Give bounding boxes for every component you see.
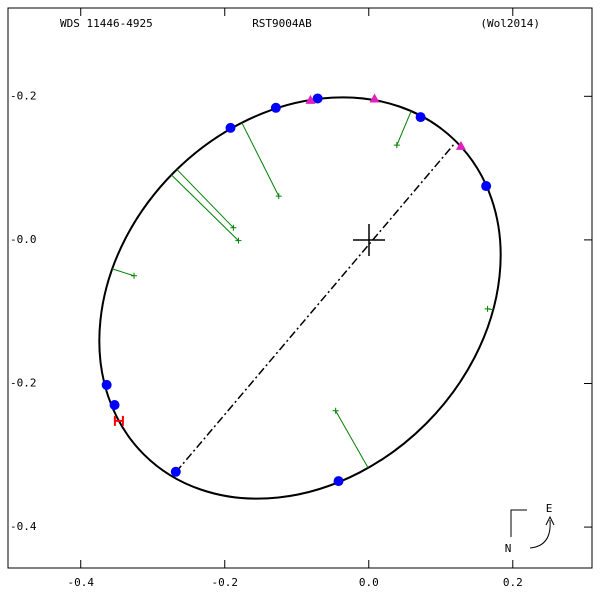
- line-of-nodes: [175, 142, 456, 473]
- observation: [170, 466, 181, 477]
- observation: [393, 142, 400, 149]
- y-tick-label: -0.0: [10, 233, 37, 246]
- observation: [225, 122, 236, 133]
- compass-axes: [510, 509, 527, 537]
- observation: [131, 272, 138, 279]
- compass-arrow: [529, 519, 551, 549]
- orbit: [98, 96, 502, 500]
- header-right: (Wol2014): [480, 17, 540, 30]
- residual-line: [112, 268, 135, 277]
- compass-north: N: [505, 542, 512, 555]
- observation: [275, 193, 282, 200]
- compass-arrowhead: [545, 515, 555, 526]
- observation: [113, 415, 124, 426]
- observation: [415, 112, 426, 123]
- observation: [109, 400, 120, 411]
- frame: [7, 7, 593, 569]
- observation: [369, 93, 380, 103]
- header-center: RST9004AB: [252, 17, 312, 30]
- residual-line: [335, 410, 369, 469]
- x-tick-label: -0.4: [67, 576, 94, 589]
- y-tick-label: -0.2: [10, 376, 37, 389]
- observation: [484, 305, 491, 312]
- residual-line: [171, 174, 239, 241]
- y-tick-label: -0.4: [10, 520, 37, 533]
- x-tick-label: 0.2: [503, 576, 523, 589]
- header-left: WDS 11446-4925: [60, 17, 153, 30]
- observation: [455, 140, 466, 150]
- residual-line: [396, 110, 412, 146]
- observation: [270, 102, 281, 113]
- observation: [333, 476, 344, 487]
- observation: [230, 224, 237, 231]
- residual-line: [241, 122, 280, 197]
- observation: [235, 237, 242, 244]
- observation: [101, 379, 112, 390]
- observation: [332, 407, 339, 414]
- x-tick-label: -0.2: [211, 576, 238, 589]
- observation: [481, 181, 492, 192]
- y-tick-label: -0.2: [10, 89, 37, 102]
- x-tick-label: 0.0: [359, 576, 379, 589]
- observation: [312, 93, 323, 104]
- compass-east: E: [546, 502, 553, 515]
- residual-line: [176, 169, 234, 229]
- observation: [305, 94, 316, 104]
